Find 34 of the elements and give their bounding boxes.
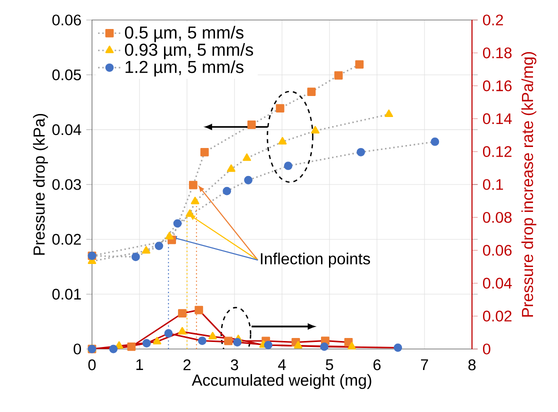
y-axis-title: Pressure drop (kPa) xyxy=(33,114,48,255)
y-tick-label: 0 xyxy=(74,344,81,354)
y2-tick-label: 0.14 xyxy=(483,113,512,124)
x-tick-label: 1 xyxy=(136,359,144,370)
y2-tick-label: 0.2 xyxy=(483,14,503,26)
y-tick-label: 0.06 xyxy=(52,14,81,26)
y-tick-label: 0.02 xyxy=(52,234,81,245)
y-tick-label: 0.04 xyxy=(52,124,82,136)
y2-tick-label: 0.02 xyxy=(483,310,512,322)
x-tick-label: 8 xyxy=(468,359,476,370)
y2-tick-label: 0.04 xyxy=(483,278,512,289)
y-tick-label: 0.05 xyxy=(52,69,81,80)
x-tick-label: 6 xyxy=(374,359,381,370)
y2-tick-label: 0.12 xyxy=(483,146,512,158)
x-tick-label: 2 xyxy=(184,359,190,370)
x-tick-label: 3 xyxy=(230,359,238,370)
y2-tick-label: 0.06 xyxy=(483,244,512,256)
x-tick-label: 5 xyxy=(326,359,334,370)
x-tick-label: 4 xyxy=(278,359,286,370)
y2-tick-label: 0 xyxy=(483,344,490,354)
x-axis-title: Accumulated weight (mg) xyxy=(192,374,372,389)
y2-tick-label: 0.1 xyxy=(483,179,503,190)
annotation: Inflection points xyxy=(260,252,370,268)
x-tick-label: 7 xyxy=(421,359,428,370)
legend-label: 0.5 µm, 5 mm/s xyxy=(124,26,244,42)
y2-tick-label: 0.18 xyxy=(483,47,512,58)
y2-tick-label: 0.16 xyxy=(483,80,512,92)
y-tick-label: 0.01 xyxy=(52,288,81,300)
y2-tick-label: 0.08 xyxy=(483,212,512,223)
legend-label: 1.2 µm, 5 mm/s xyxy=(126,60,244,77)
legend-label: 0.93 µm, 5 mm/s xyxy=(124,43,254,60)
x-tick-label: 0 xyxy=(88,359,96,370)
y-tick-label: 0.03 xyxy=(52,179,81,190)
y2-axis-title: Pressure drop increase rate (kPa/mg) xyxy=(521,52,536,317)
